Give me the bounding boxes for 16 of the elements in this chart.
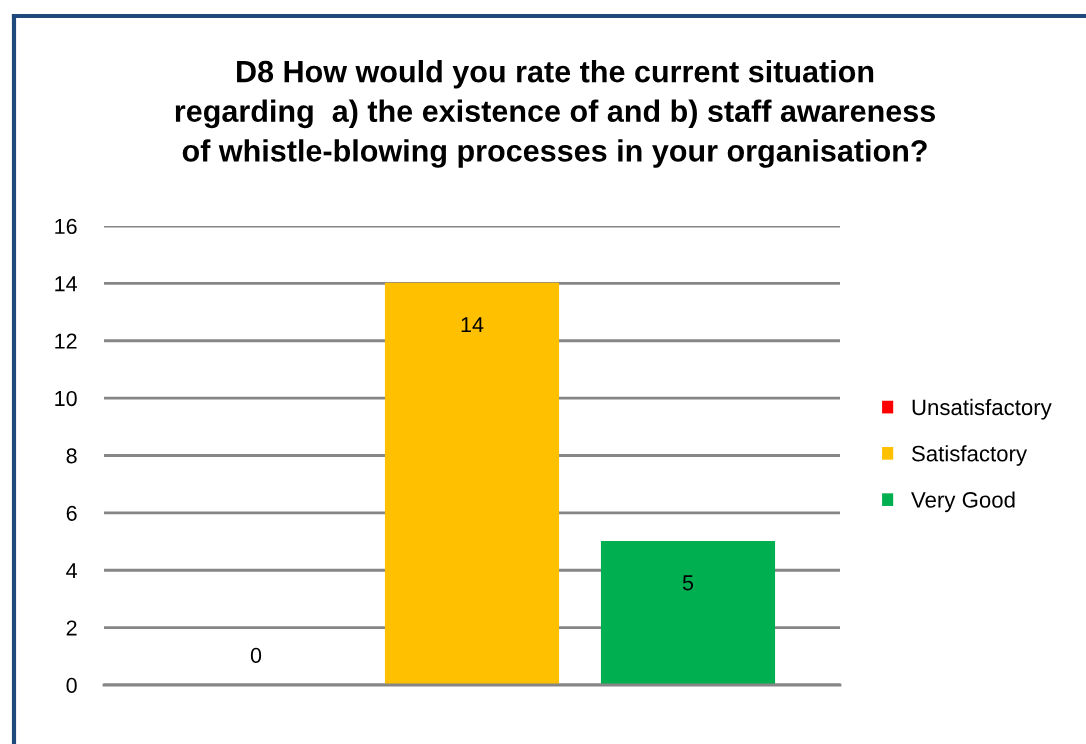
- legend-label: Unsatisfactory: [912, 398, 1052, 420]
- legend-label: Very Good: [911, 491, 1015, 513]
- y-tick-label: 10: [55, 390, 77, 407]
- data-label: 0: [250, 647, 262, 663]
- y-tick-label: 6: [66, 505, 77, 521]
- y-tick-label: 12: [55, 333, 77, 349]
- legend-label: Satisfactory: [911, 445, 1028, 466]
- data-label: 14: [461, 317, 484, 332]
- y-tick-label: 14: [55, 276, 77, 292]
- data-label: 5: [682, 575, 694, 591]
- y-tick-label: 8: [66, 448, 77, 464]
- y-tick-label: 16: [55, 218, 77, 235]
- y-tick-label: 2: [66, 620, 77, 636]
- y-tick-label: 0: [66, 677, 77, 694]
- chart-title: D8 How would you rate the current situation regarding a) the existence of and b) staff awareness of whistle-blowing processes in your organisation?: [175, 60, 935, 168]
- y-tick-label: 4: [66, 563, 77, 579]
